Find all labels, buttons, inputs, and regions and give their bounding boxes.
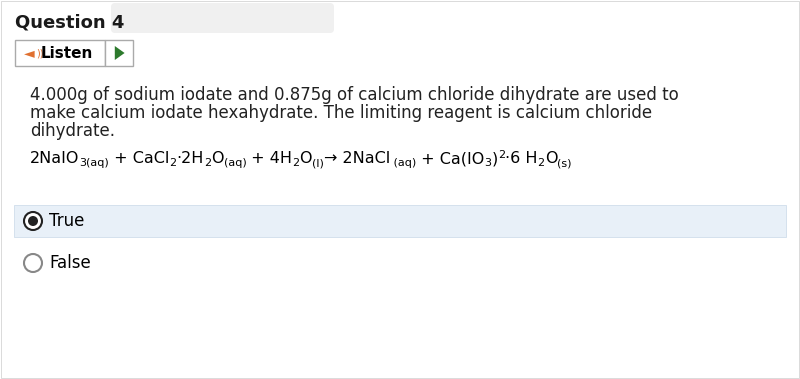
Text: 4.000g of sodium iodate and 0.875g of calcium chloride dihydrate are used to: 4.000g of sodium iodate and 0.875g of ca…	[30, 86, 678, 104]
Text: O: O	[545, 151, 557, 166]
Text: dihydrate.: dihydrate.	[30, 122, 115, 140]
Text: Listen: Listen	[41, 45, 93, 61]
Text: 3(aq): 3(aq)	[79, 158, 109, 169]
Text: 2: 2	[170, 158, 177, 169]
Text: (aq): (aq)	[390, 158, 416, 169]
Text: + CaCl: + CaCl	[109, 151, 170, 166]
Text: 2: 2	[498, 150, 505, 160]
FancyBboxPatch shape	[15, 40, 105, 66]
Text: (s): (s)	[557, 158, 572, 169]
Text: False: False	[49, 254, 90, 272]
Text: 2: 2	[204, 158, 211, 169]
FancyBboxPatch shape	[111, 3, 334, 33]
Text: (aq): (aq)	[224, 158, 246, 169]
Text: 2: 2	[292, 158, 299, 169]
Text: O: O	[299, 151, 312, 166]
Text: True: True	[49, 212, 84, 230]
FancyBboxPatch shape	[14, 205, 786, 237]
Text: )): ))	[36, 48, 43, 58]
Circle shape	[24, 254, 42, 272]
Text: ·2H: ·2H	[177, 151, 204, 166]
Text: O: O	[211, 151, 224, 166]
Text: ·6 H: ·6 H	[505, 151, 538, 166]
Polygon shape	[115, 46, 125, 60]
Text: → 2NaCl: → 2NaCl	[324, 151, 390, 166]
Text: Question 4: Question 4	[15, 13, 124, 31]
Text: 2NaIO: 2NaIO	[30, 151, 79, 166]
Text: (l): (l)	[312, 158, 324, 169]
Text: make calcium iodate hexahydrate. The limiting reagent is calcium chloride: make calcium iodate hexahydrate. The lim…	[30, 104, 652, 122]
Circle shape	[28, 216, 38, 226]
Text: 2: 2	[538, 158, 545, 169]
Text: + 4H: + 4H	[246, 151, 292, 166]
Text: ◄: ◄	[24, 46, 34, 60]
Text: 3: 3	[485, 158, 492, 169]
Circle shape	[24, 212, 42, 230]
Text: + Ca(IO: + Ca(IO	[416, 151, 485, 166]
Text: ): )	[492, 151, 498, 166]
FancyBboxPatch shape	[105, 40, 133, 66]
